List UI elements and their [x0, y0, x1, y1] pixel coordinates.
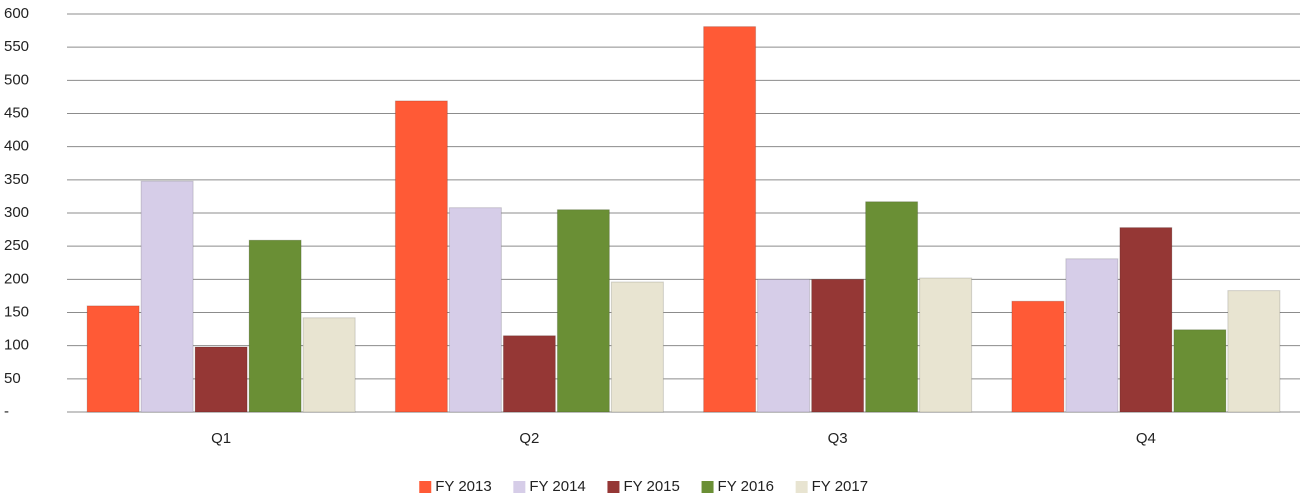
bar [703, 26, 757, 413]
y-tick-label: 500 [4, 71, 29, 88]
y-tick-label: 250 [4, 237, 29, 254]
bar [919, 277, 973, 413]
legend-swatch [795, 481, 808, 493]
bar [1011, 300, 1065, 413]
legend-label: FY 2013 [435, 478, 491, 495]
bar [1227, 290, 1281, 413]
y-tick-label: 350 [4, 171, 29, 188]
legend-swatch [701, 481, 714, 493]
bar [865, 201, 919, 413]
legend-swatch [419, 481, 432, 493]
x-tick-label: Q4 [1136, 430, 1156, 447]
bar [757, 278, 811, 413]
bar [86, 305, 140, 413]
y-tick-label: 400 [4, 138, 29, 155]
y-tick-label: 600 [4, 5, 29, 22]
y-tick-label: 150 [4, 303, 29, 320]
bar [194, 346, 248, 413]
legend-label: FY 2017 [812, 478, 868, 495]
y-tick-label: 50 [4, 370, 21, 387]
legend-label: FY 2015 [623, 478, 679, 495]
y-tick-label: 100 [4, 337, 29, 354]
legend-label: FY 2016 [718, 478, 774, 495]
y-tick-label: 550 [4, 38, 29, 55]
y-tick-label: - [4, 403, 9, 420]
bar [811, 278, 865, 413]
bar [1065, 258, 1119, 413]
bar [1173, 329, 1227, 413]
y-tick-label: 300 [4, 204, 29, 221]
bar [556, 209, 610, 413]
x-tick-label: Q2 [519, 430, 539, 447]
bar [1119, 227, 1173, 413]
x-tick-label: Q3 [828, 430, 848, 447]
legend-label: FY 2014 [529, 478, 585, 495]
bar [394, 100, 448, 413]
legend-swatch [513, 481, 526, 493]
bar [140, 180, 194, 413]
y-tick-label: 200 [4, 270, 29, 287]
y-tick-label: 450 [4, 104, 29, 121]
bar [248, 239, 302, 413]
bar [302, 317, 356, 413]
bar [448, 207, 502, 413]
legend-swatch [607, 481, 620, 493]
bar [502, 335, 556, 413]
bar [610, 281, 664, 413]
x-tick-label: Q1 [211, 430, 231, 447]
